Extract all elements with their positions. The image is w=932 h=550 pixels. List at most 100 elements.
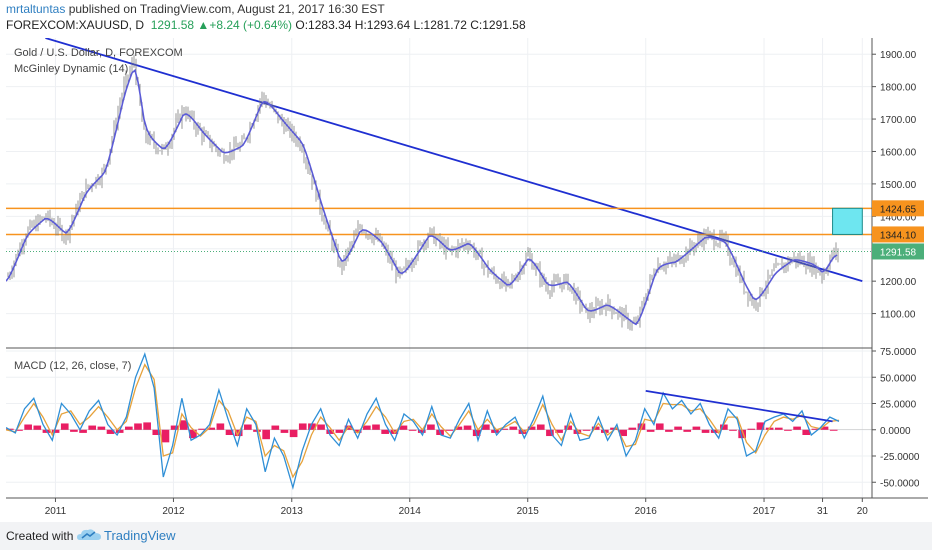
level-label-bg (872, 200, 924, 217)
macd-histogram-bar (729, 429, 737, 431)
macd-histogram-bar (225, 429, 234, 435)
macd-tick-label: -25.0000 (880, 452, 920, 463)
macd-histogram-bar (738, 429, 746, 439)
low-value: L:1281.72 (413, 18, 467, 32)
macd-histogram-bar (720, 424, 728, 430)
macd-histogram-bar (381, 429, 389, 434)
macd-histogram-bar (399, 425, 408, 430)
macd-histogram-bar (308, 423, 316, 430)
macd-histogram-bar (665, 429, 673, 432)
close-value: C:1291.58 (470, 18, 526, 32)
macd-histogram-bar (408, 429, 417, 431)
macd-histogram-bar (683, 429, 692, 432)
time-tick-label: 2011 (45, 506, 67, 517)
symbol-label: FOREXCOM:XAUUSD, D (6, 18, 145, 32)
created-with-text: Created with (6, 529, 74, 543)
macd-histogram-bar (106, 429, 115, 434)
last-price: 1291.58 (150, 18, 195, 32)
time-tick-label: 2012 (162, 506, 185, 517)
up-arrow-icon: ▲ (197, 18, 210, 32)
signal-line (5, 363, 840, 479)
chart-svg[interactable]: 1100.001200.001300.001400.001500.001600.… (5, 37, 928, 528)
macd-histogram-bar (445, 429, 454, 431)
macd-histogram-bar (152, 429, 161, 435)
price-tick-label: 1200.00 (880, 277, 917, 288)
macd-histogram-bar (463, 425, 472, 430)
macd-histogram-bar (692, 426, 701, 430)
descending-trendline (45, 37, 863, 283)
macd-histogram-bar (500, 428, 508, 430)
macd-histogram-bar (811, 428, 820, 430)
macd-histogram-bar (793, 426, 801, 430)
time-tick-label: 2017 (753, 506, 776, 517)
macd-histogram-bar (546, 429, 554, 437)
macd-histogram-bar (216, 423, 225, 430)
macd-histogram-bar (326, 429, 335, 434)
macd-tick-label: -50.0000 (880, 478, 920, 489)
price-tick-label: 1400.00 (880, 212, 917, 223)
macd-tick-label: 75.0000 (880, 347, 917, 358)
macd-histogram-bar (170, 425, 179, 430)
tradingview-brand-link[interactable]: TradingView (104, 528, 176, 543)
macd-histogram-bar (97, 426, 106, 430)
macd-trendline (645, 390, 833, 423)
macd-histogram-bar (555, 429, 563, 433)
macd-histogram-bar (298, 423, 307, 430)
macd-histogram-bar (482, 424, 490, 430)
macd-histogram-bar (372, 424, 380, 430)
macd-histogram-bar (271, 425, 280, 430)
macd-histogram-bar (582, 429, 591, 431)
macd-histogram-bar (417, 429, 426, 433)
price-tick-label: 1600.00 (880, 147, 917, 158)
high-value: H:1293.64 (354, 18, 411, 32)
publisher-link[interactable]: mrtaltuntas (6, 2, 66, 16)
time-tick-label: 20 (857, 506, 869, 517)
macd-histogram-bar (655, 423, 664, 430)
last-price-label: 1291.58 (880, 247, 917, 258)
macd-histogram-bar (536, 424, 545, 430)
target-zone-box (832, 207, 863, 235)
macd-histogram-bar (207, 427, 216, 430)
last-price-label-bg (872, 243, 924, 260)
macd-histogram-bar (33, 425, 42, 430)
macd-histogram-bar (427, 424, 435, 430)
level-label: 1344.10 (880, 230, 917, 241)
macd-histogram-bar (802, 429, 811, 435)
macd-tick-label: 25.0000 (880, 400, 917, 411)
macd-histogram-bar (774, 427, 783, 430)
main-pane-title: Gold / U.S. Dollar, D, FOREXCOM (14, 47, 183, 59)
macd-histogram-bar (820, 426, 829, 430)
macd-histogram-bar (317, 424, 325, 430)
macd-tick-label: 50.0000 (880, 373, 917, 384)
tradingview-cloud-icon[interactable] (76, 527, 102, 543)
published-text: published on TradingView.com, August 21,… (68, 2, 385, 16)
macd-histogram-bar (60, 423, 69, 430)
macd-histogram-bar (88, 425, 97, 430)
macd-histogram-bar (628, 427, 637, 430)
chart-header: mrtaltuntas published on TradingView.com… (0, 0, 932, 36)
macd-histogram-bar (829, 429, 838, 431)
price-tick-label: 1500.00 (880, 180, 917, 191)
macd-histogram-bar (198, 428, 206, 430)
chart-area[interactable]: 1100.001200.001300.001400.001500.001600.… (5, 37, 928, 528)
macd-histogram-bar (70, 429, 78, 432)
macd-histogram-bar (518, 429, 527, 434)
macd-histogram-bar (280, 429, 289, 433)
publication-info: mrtaltuntas published on TradingView.com… (6, 2, 385, 16)
macd-histogram-bar (363, 425, 371, 430)
price-tick-label: 1800.00 (880, 83, 917, 94)
macd-histogram-bar (289, 429, 298, 438)
level-label-bg (872, 226, 924, 243)
macd-histogram-bar (674, 426, 682, 430)
footer-bar: Created with TradingView (0, 522, 932, 550)
macd-histogram-bar (509, 426, 518, 430)
macd-histogram-bar (747, 428, 756, 430)
mcginley-legend: McGinley Dynamic (14) (14, 63, 128, 75)
open-value: O:1283.34 (295, 18, 352, 32)
macd-histogram-bar (353, 429, 362, 433)
macd-histogram-bar (161, 429, 170, 443)
macd-tick-label: 0.0000 (880, 426, 911, 437)
macd-line (5, 352, 840, 490)
macd-histogram-bar (784, 429, 792, 431)
mcginley-dynamic-line (5, 68, 838, 326)
